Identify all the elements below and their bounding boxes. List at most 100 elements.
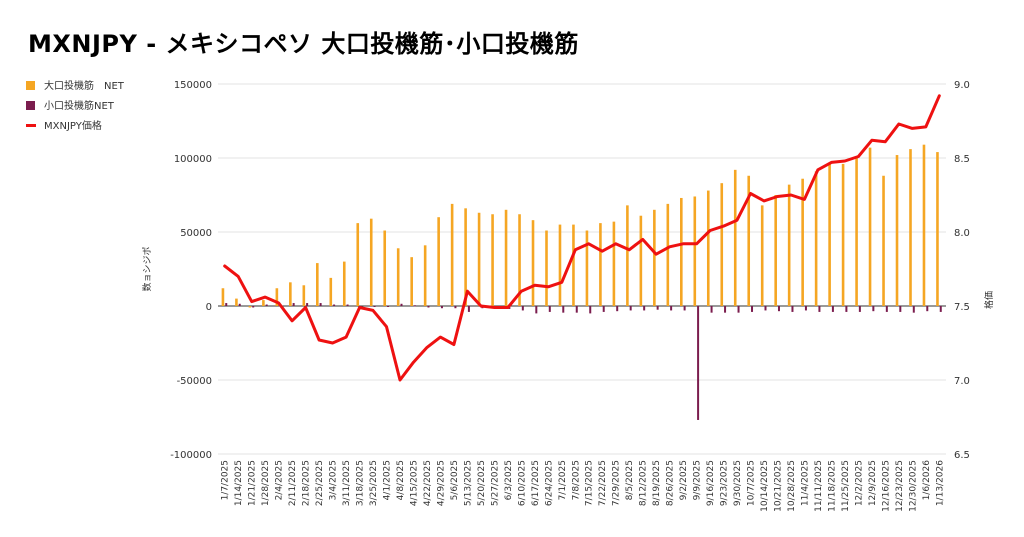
- x-tick-label: 4/8/2025: [396, 460, 406, 500]
- x-tick-label: 9/9/2025: [693, 460, 703, 500]
- bar-small-speculators: [252, 306, 255, 308]
- x-tick-label: 12/9/2025: [868, 460, 878, 506]
- x-tick-label: 1/7/2025: [221, 460, 231, 500]
- right-tick-label: 9.0: [954, 80, 970, 91]
- bar-small-speculators: [751, 306, 754, 312]
- bar-small-speculators: [440, 306, 443, 309]
- bar-large-speculators: [396, 248, 400, 306]
- bar-large-speculators: [585, 230, 589, 306]
- bar-large-speculators: [909, 149, 912, 306]
- left-tick-label: 0: [206, 302, 212, 313]
- bar-large-speculators: [437, 217, 440, 306]
- bar-large-speculators: [868, 147, 872, 306]
- x-tick-label: 11/11/2025: [814, 460, 824, 512]
- x-tick-label: 10/21/2025: [773, 460, 783, 512]
- bar-large-speculators: [342, 261, 346, 306]
- bar-large-speculators: [653, 209, 656, 306]
- x-tick-label: 2/11/2025: [288, 460, 298, 506]
- bar-small-speculators: [292, 303, 295, 306]
- bar-large-speculators: [450, 203, 454, 306]
- bar-large-speculators: [329, 277, 333, 306]
- bar-large-speculators: [639, 215, 643, 306]
- price-line: [223, 94, 941, 382]
- bar-large-speculators: [693, 196, 697, 306]
- bar-large-speculators: [572, 224, 575, 306]
- x-tick-label: 4/29/2025: [436, 460, 446, 506]
- bar-large-speculators: [801, 178, 804, 306]
- bar-small-speculators: [535, 306, 538, 314]
- bar-small-speculators: [899, 306, 902, 312]
- x-tick-label: 8/12/2025: [639, 460, 649, 506]
- x-tick-label: 1/14/2025: [234, 460, 244, 506]
- bar-large-speculators: [841, 163, 845, 306]
- bar-large-speculators: [922, 144, 926, 306]
- bar-small-speculators: [575, 306, 578, 313]
- bar-small-speculators: [454, 306, 457, 309]
- bar-small-speculators: [697, 306, 700, 420]
- bar-small-speculators: [724, 306, 727, 313]
- left-tick-label: -50000: [177, 376, 212, 387]
- bar-small-speculators: [737, 306, 740, 313]
- bar-large-speculators: [599, 223, 602, 306]
- bar-small-speculators: [683, 306, 686, 311]
- x-tick-label: 11/25/2025: [841, 460, 851, 512]
- bar-large-speculators: [747, 175, 751, 306]
- left-tick-label: 100000: [174, 154, 212, 165]
- bar-small-speculators: [845, 306, 848, 312]
- legend-swatch: [26, 101, 35, 110]
- legend-label: MXNJPY価格: [44, 119, 102, 132]
- right-tick-label: 8.5: [954, 154, 970, 165]
- x-tick-label: 12/16/2025: [881, 460, 891, 512]
- x-tick-label: 7/29/2025: [612, 460, 622, 506]
- bar-small-speculators: [238, 303, 241, 306]
- bar-large-speculators: [235, 298, 238, 306]
- left-tick-label: 50000: [180, 228, 212, 239]
- x-tick-label: 2/18/2025: [302, 460, 312, 506]
- x-tick-label: 2/4/2025: [275, 460, 285, 500]
- bar-large-speculators: [733, 169, 737, 306]
- bar-large-speculators: [275, 288, 279, 306]
- bar-small-speculators: [373, 306, 376, 307]
- bar-small-speculators: [589, 306, 592, 314]
- bar-small-speculators: [818, 306, 821, 312]
- bar-small-speculators: [629, 306, 632, 311]
- bar-large-speculators: [356, 223, 360, 306]
- right-tick-label: 7.5: [954, 302, 970, 313]
- x-tick-label: 3/11/2025: [342, 460, 352, 506]
- x-tick-label: 5/20/2025: [477, 460, 487, 506]
- right-tick-label: 7.0: [954, 376, 970, 387]
- bar-large-speculators: [504, 209, 508, 306]
- bar-small-speculators: [265, 304, 268, 306]
- bar-large-speculators: [423, 245, 427, 306]
- chart-title: MXNJPY - メキシコペソ 大口投機筋･小口投機筋: [28, 30, 579, 58]
- bar-small-speculators: [400, 303, 403, 306]
- bar-large-speculators: [262, 300, 265, 306]
- x-tick-label: 4/1/2025: [383, 460, 393, 500]
- bar-large-speculators: [531, 220, 535, 306]
- x-tick-label: 5/6/2025: [450, 460, 460, 500]
- x-tick-label: 9/2/2025: [679, 460, 689, 500]
- x-tick-label: 10/7/2025: [747, 460, 757, 506]
- bar-small-speculators: [777, 306, 780, 312]
- bar-small-speculators: [885, 306, 888, 312]
- bar-large-speculators: [248, 306, 252, 308]
- bar-small-speculators: [670, 306, 673, 311]
- x-tick-label: 7/8/2025: [571, 460, 581, 500]
- legend-label: 小口投機筋NET: [44, 99, 115, 112]
- bar-small-speculators: [413, 305, 416, 307]
- x-tick-label: 6/24/2025: [544, 460, 554, 506]
- bar-large-speculators: [855, 158, 858, 306]
- bar-large-speculators: [680, 197, 683, 306]
- legend-swatch: [26, 81, 35, 90]
- bar-large-speculators: [666, 203, 670, 306]
- bar-large-speculators: [221, 288, 225, 306]
- bar-small-speculators: [387, 306, 390, 307]
- x-tick-label: 11/18/2025: [827, 460, 837, 512]
- x-tick-label: 8/5/2025: [625, 460, 635, 500]
- x-tick-label: 8/19/2025: [652, 460, 662, 506]
- bar-small-speculators: [333, 304, 336, 306]
- x-tick-label: 9/23/2025: [720, 460, 730, 506]
- left-tick-label: 150000: [174, 80, 212, 91]
- bar-small-speculators: [791, 306, 794, 312]
